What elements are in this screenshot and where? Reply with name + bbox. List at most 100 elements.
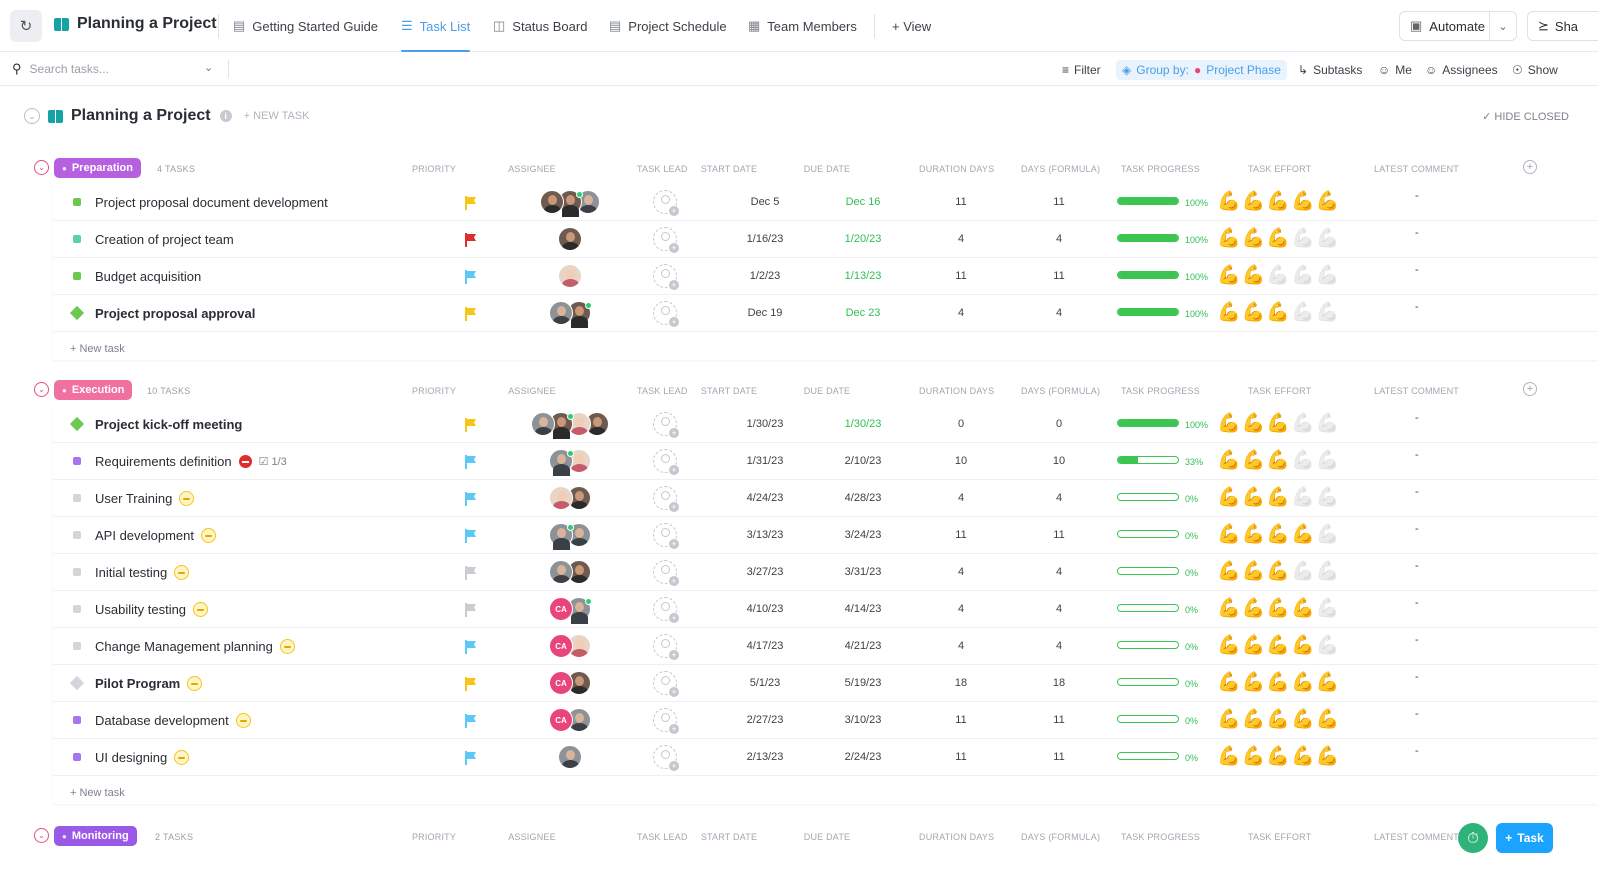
assignee-avatars[interactable]: CA: [549, 708, 591, 732]
status-square-icon[interactable]: [73, 531, 81, 539]
due-date[interactable]: 3/24/23: [844, 529, 882, 541]
tab-team-members[interactable]: ▦ Team Members: [748, 18, 857, 34]
group-badge[interactable]: ● Monitoring: [54, 826, 137, 846]
muscle-icon[interactable]: 💪: [1241, 265, 1266, 286]
assignee-avatars[interactable]: [558, 227, 582, 251]
muscle-icon[interactable]: 💪: [1266, 561, 1291, 582]
start-date[interactable]: 5/1/23: [749, 677, 781, 689]
loading-icon[interactable]: ↻: [10, 10, 42, 42]
muscle-icon[interactable]: 💪: [1241, 191, 1266, 212]
task-row[interactable]: Project proposal approval + Dec 19 Dec 23 4 4…: [53, 295, 1598, 332]
muscle-icon[interactable]: 💪: [1241, 487, 1266, 508]
status-minus-icon[interactable]: [235, 713, 251, 728]
new-task-button[interactable]: + New task: [53, 332, 1598, 360]
latest-comment[interactable]: -: [1415, 227, 1419, 239]
assignee-avatars[interactable]: [549, 301, 592, 328]
status-square-icon[interactable]: [73, 494, 81, 502]
search-input[interactable]: Search tasks...: [29, 62, 109, 76]
task-row[interactable]: Change Management planning CA +4/17/23 4/21…: [53, 628, 1598, 665]
priority-flag-icon[interactable]: [465, 233, 477, 247]
task-row[interactable]: User Training +4/24/23 4/28/23 4 4 0% 💪 💪 💪 💪 💪 -: [53, 480, 1598, 517]
task-row[interactable]: API development +3/13/23 3/24/23 11 11 0% 💪 💪 💪 💪…: [53, 517, 1598, 554]
column-header[interactable]: TASK EFFORT: [1248, 832, 1312, 842]
column-header[interactable]: LATEST COMMENT: [1374, 832, 1459, 842]
avatar[interactable]: [549, 449, 574, 476]
muscle-icon[interactable]: 💪: [1291, 302, 1315, 323]
status-minus-icon[interactable]: [174, 750, 190, 765]
column-header[interactable]: DURATION DAYS: [919, 832, 995, 842]
priority-flag-icon[interactable]: [465, 492, 477, 506]
chevron-down-icon[interactable]: ⌄: [204, 62, 214, 74]
me-button[interactable]: ☺ Me: [1378, 63, 1412, 77]
assign-lead-icon[interactable]: +: [653, 227, 679, 253]
muscle-icon[interactable]: 💪: [1241, 302, 1266, 323]
subtask-count[interactable]: ☑ 1/3: [259, 455, 287, 469]
assignee-avatars[interactable]: CA: [549, 597, 592, 624]
column-header[interactable]: ASSIGNEE: [508, 832, 556, 842]
status-square-icon[interactable]: [73, 605, 81, 613]
muscle-icon[interactable]: 💪: [1266, 265, 1291, 286]
muscle-icon[interactable]: 💪: [1241, 598, 1266, 619]
muscle-icon[interactable]: 💪: [1266, 191, 1291, 212]
column-header[interactable]: DURATION DAYS: [919, 386, 995, 396]
assign-lead-icon[interactable]: +: [653, 412, 679, 438]
status-square-icon[interactable]: [73, 753, 81, 761]
priority-flag-icon[interactable]: [465, 418, 477, 432]
muscle-icon[interactable]: 💪: [1266, 709, 1291, 730]
muscle-icon[interactable]: 💪: [1291, 561, 1315, 582]
collapse-icon[interactable]: ⌄: [24, 108, 40, 124]
column-header[interactable]: START DATE: [700, 386, 758, 396]
assignees-button[interactable]: ☺ Assignees: [1425, 63, 1498, 77]
add-view-button[interactable]: + View: [892, 18, 932, 34]
muscle-icon[interactable]: 💪: [1266, 487, 1291, 508]
assign-lead-icon[interactable]: +: [653, 301, 679, 327]
muscle-icon[interactable]: 💪: [1241, 746, 1266, 767]
chevron-down-icon[interactable]: ⌄: [1498, 20, 1508, 33]
column-header[interactable]: DUE DATE: [803, 832, 851, 842]
info-icon[interactable]: i: [219, 110, 232, 122]
due-date[interactable]: 1/20/23: [844, 233, 882, 245]
task-row[interactable]: Initial testing +3/27/23 3/31/23 4 4 0% 💪 💪 💪 💪 💪 -: [53, 554, 1598, 591]
priority-flag-icon[interactable]: [465, 566, 477, 580]
add-task-button[interactable]: + Task: [1496, 823, 1553, 853]
start-date[interactable]: 2/27/23: [746, 714, 784, 726]
status-square-icon[interactable]: [73, 457, 81, 465]
muscle-icon[interactable]: 💪: [1217, 709, 1241, 730]
muscle-icon[interactable]: 💪: [1241, 524, 1266, 545]
task-row[interactable]: Requirements definition ☑ 1/3 +1/31/23 2/10/…: [53, 443, 1598, 480]
add-column-button[interactable]: +: [1523, 382, 1537, 396]
task-row[interactable]: Project proposal document development + De…: [53, 184, 1598, 221]
task-name[interactable]: Budget acquisition: [95, 269, 201, 284]
muscle-icon[interactable]: 💪: [1266, 413, 1291, 434]
column-header[interactable]: START DATE: [700, 164, 758, 174]
column-header[interactable]: TASK PROGRESS: [1121, 832, 1200, 842]
task-effort-rating[interactable]: 💪 💪 💪 💪 💪: [1217, 635, 1339, 657]
priority-flag-icon[interactable]: [465, 677, 477, 691]
muscle-icon[interactable]: 💪: [1315, 672, 1340, 693]
start-date[interactable]: 1/2/23: [749, 270, 781, 282]
assign-lead-icon[interactable]: +: [653, 560, 679, 586]
column-header[interactable]: PRIORITY: [411, 164, 457, 174]
column-header[interactable]: PRIORITY: [411, 832, 457, 842]
show-button[interactable]: ☉ Show: [1512, 63, 1558, 77]
column-header[interactable]: DAYS (FORMULA): [1021, 164, 1101, 174]
task-name[interactable]: Pilot Program: [95, 676, 203, 691]
muscle-icon[interactable]: 💪: [1217, 487, 1241, 508]
group-by-button[interactable]: ◈ Group by: ● Project Phase: [1116, 60, 1287, 80]
muscle-icon[interactable]: 💪: [1241, 413, 1266, 434]
tab-getting-started[interactable]: ▤ Getting Started Guide: [233, 18, 379, 34]
task-name[interactable]: Change Management planning: [95, 639, 295, 654]
tab-status-board[interactable]: ◫ Status Board: [493, 18, 588, 34]
collapse-group-icon[interactable]: ⌄: [34, 160, 49, 175]
muscle-icon[interactable]: 💪: [1291, 635, 1315, 656]
task-name[interactable]: Project kick-off meeting: [95, 417, 242, 432]
start-date[interactable]: Dec 19: [747, 307, 783, 319]
assign-lead-icon[interactable]: +: [653, 190, 679, 216]
task-name[interactable]: Database development: [95, 713, 251, 728]
column-header[interactable]: TASK EFFORT: [1248, 164, 1312, 174]
latest-comment[interactable]: -: [1415, 449, 1419, 461]
latest-comment[interactable]: -: [1415, 745, 1419, 757]
status-square-icon[interactable]: [73, 198, 81, 206]
avatar[interactable]: [531, 412, 555, 436]
muscle-icon[interactable]: 💪: [1241, 561, 1266, 582]
